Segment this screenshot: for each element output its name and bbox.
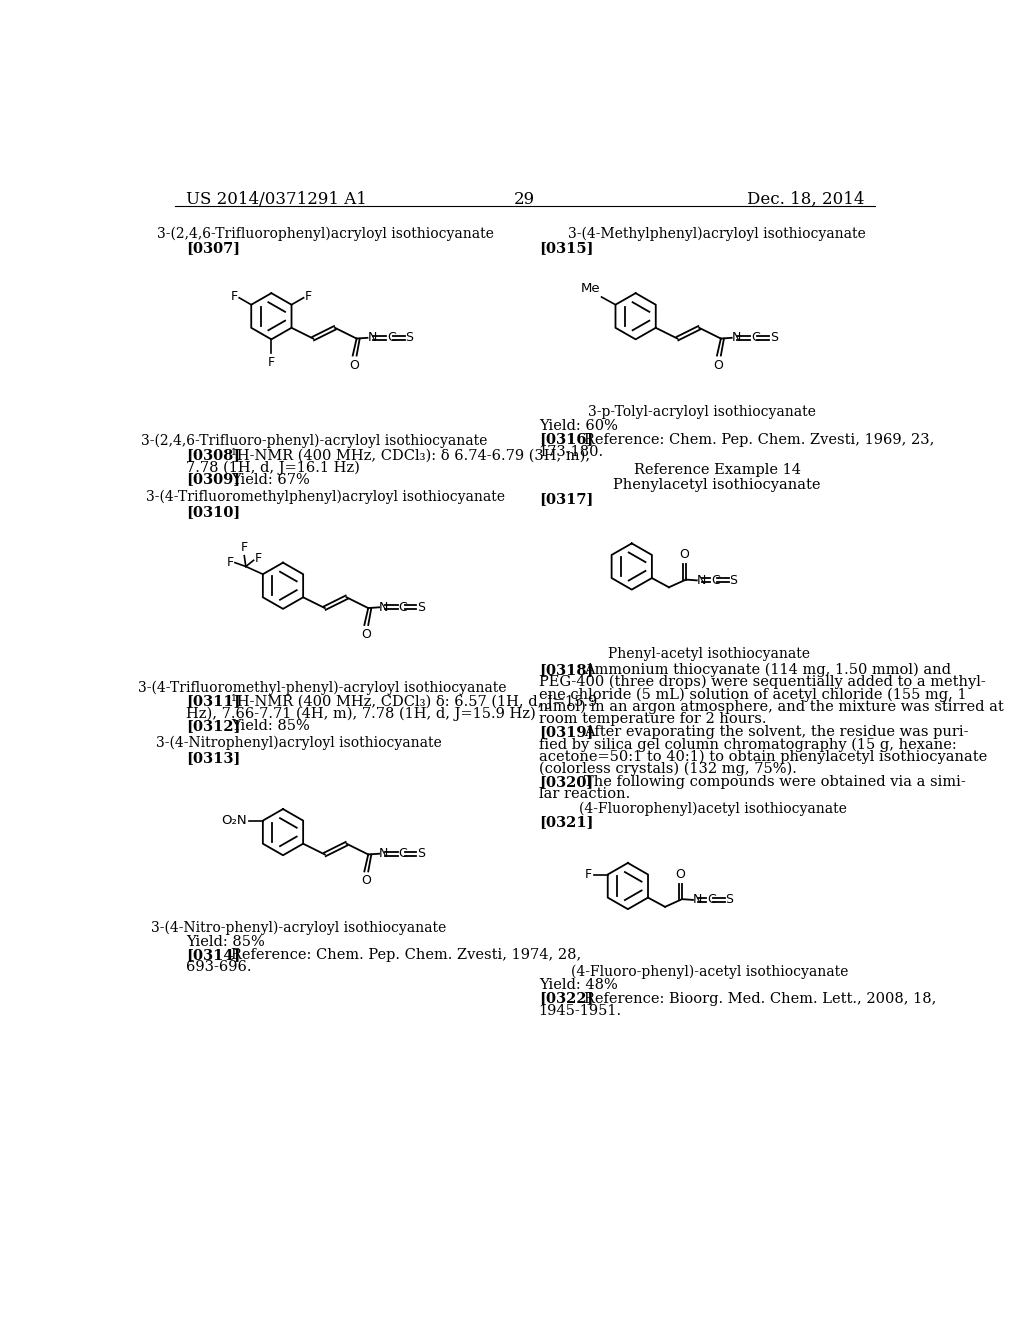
Text: O₂N: O₂N (222, 814, 248, 828)
Text: S: S (406, 331, 414, 345)
Text: [0312]: [0312] (186, 719, 241, 733)
Text: US 2014/0371291 A1: US 2014/0371291 A1 (186, 191, 367, 207)
Text: O: O (714, 359, 724, 372)
Text: 3-(4-Trifluoromethylphenyl)acryloyl isothiocyanate: 3-(4-Trifluoromethylphenyl)acryloyl isot… (146, 490, 505, 504)
Text: 693-696.: 693-696. (186, 960, 252, 974)
Text: 1945-1951.: 1945-1951. (539, 1003, 622, 1018)
Text: Yield: 67%: Yield: 67% (231, 473, 310, 487)
Text: O: O (361, 628, 371, 642)
Text: [0309]: [0309] (186, 473, 241, 487)
Text: C: C (387, 331, 395, 345)
Text: PEG-400 (three drops) were sequentially added to a methyl-: PEG-400 (three drops) were sequentially … (539, 675, 985, 689)
Text: Reference: Chem. Pep. Chem. Zvesti, 1969, 23,: Reference: Chem. Pep. Chem. Zvesti, 1969… (584, 433, 934, 446)
Text: Reference Example 14: Reference Example 14 (634, 462, 801, 477)
Text: 3-(2,4,6-Trifluorophenyl)acryloyl isothiocyanate: 3-(2,4,6-Trifluorophenyl)acryloyl isothi… (158, 226, 494, 240)
Text: fied by silica gel column chromatography (15 g, hexane:: fied by silica gel column chromatography… (539, 738, 956, 752)
Text: F: F (585, 869, 592, 880)
Text: Me: Me (581, 282, 600, 296)
Text: N: N (697, 574, 707, 587)
Text: S: S (726, 894, 733, 907)
Text: Hz), 7.66-7.71 (4H, m), 7.78 (1H, d, J=15.9 Hz): Hz), 7.66-7.71 (4H, m), 7.78 (1H, d, J=1… (186, 706, 536, 721)
Text: Reference: Chem. Pep. Chem. Zvesti, 1974, 28,: Reference: Chem. Pep. Chem. Zvesti, 1974… (231, 948, 582, 962)
Text: (4-Fluoro-phenyl)-acetyl isothiocyanate: (4-Fluoro-phenyl)-acetyl isothiocyanate (570, 965, 848, 979)
Text: The following compounds were obtained via a simi-: The following compounds were obtained vi… (584, 775, 966, 789)
Text: F: F (305, 289, 312, 302)
Text: ¹H-NMR (400 MHz, CDCl₃) δ: 6.57 (1H, d, J=15.9: ¹H-NMR (400 MHz, CDCl₃) δ: 6.57 (1H, d, … (231, 694, 597, 709)
Text: C: C (707, 894, 716, 907)
Text: [0321]: [0321] (539, 816, 593, 829)
Text: Yield: 48%: Yield: 48% (539, 978, 617, 993)
Text: C: C (751, 331, 760, 345)
Text: [0311]: [0311] (186, 694, 241, 709)
Text: S: S (417, 601, 425, 614)
Text: Reference: Bioorg. Med. Chem. Lett., 2008, 18,: Reference: Bioorg. Med. Chem. Lett., 200… (584, 991, 936, 1006)
Text: [0310]: [0310] (186, 506, 241, 519)
Text: [0308]: [0308] (186, 447, 241, 462)
Text: S: S (770, 331, 777, 345)
Text: N: N (693, 894, 702, 907)
Text: Phenylacetyl isothiocyanate: Phenylacetyl isothiocyanate (613, 478, 821, 492)
Text: [0317]: [0317] (539, 492, 593, 506)
Text: Yield: 85%: Yield: 85% (186, 935, 265, 949)
Text: O: O (349, 359, 359, 372)
Text: ene chloride (5 mL) solution of acetyl chloride (155 mg, 1: ene chloride (5 mL) solution of acetyl c… (539, 688, 967, 702)
Text: N: N (379, 847, 388, 861)
Text: F: F (230, 289, 238, 302)
Text: O: O (676, 867, 685, 880)
Text: Ammonium thiocyanate (114 mg, 1.50 mmol) and: Ammonium thiocyanate (114 mg, 1.50 mmol)… (584, 663, 950, 677)
Text: F: F (226, 556, 233, 569)
Text: [0322]: [0322] (539, 991, 593, 1006)
Text: 3-(2,4,6-Trifluoro-phenyl)-acryloyl isothiocyanate: 3-(2,4,6-Trifluoro-phenyl)-acryloyl isot… (141, 434, 487, 449)
Text: C: C (398, 601, 408, 614)
Text: mmol) in an argon atmosphere, and the mixture was stirred at: mmol) in an argon atmosphere, and the mi… (539, 700, 1004, 714)
Text: [0316]: [0316] (539, 433, 593, 446)
Text: After evaporating the solvent, the residue was puri-: After evaporating the solvent, the resid… (584, 725, 969, 739)
Text: F: F (268, 355, 274, 368)
Text: 3-(4-Nitro-phenyl)-acryloyl isothiocyanate: 3-(4-Nitro-phenyl)-acryloyl isothiocyana… (151, 921, 446, 935)
Text: 3-(4-Nitrophenyl)acryloyl isothiocyanate: 3-(4-Nitrophenyl)acryloyl isothiocyanate (156, 737, 441, 750)
Text: F: F (241, 541, 248, 554)
Text: [0313]: [0313] (186, 751, 241, 766)
Text: [0307]: [0307] (186, 242, 241, 256)
Text: lar reaction.: lar reaction. (539, 788, 630, 801)
Text: Yield: 60%: Yield: 60% (539, 418, 617, 433)
Text: Phenyl-acetyl isothiocyanate: Phenyl-acetyl isothiocyanate (608, 647, 810, 661)
Text: 173-180.: 173-180. (539, 445, 604, 459)
Text: C: C (711, 574, 720, 587)
Text: S: S (417, 847, 425, 861)
Text: O: O (361, 875, 371, 887)
Text: [0319]: [0319] (539, 725, 593, 739)
Text: C: C (398, 847, 408, 861)
Text: (4-Fluorophenyl)acetyl isothiocyanate: (4-Fluorophenyl)acetyl isothiocyanate (580, 801, 847, 816)
Text: acetone=50:1 to 40:1) to obtain phenylacetyl isothiocyanate: acetone=50:1 to 40:1) to obtain phenylac… (539, 750, 987, 764)
Text: Dec. 18, 2014: Dec. 18, 2014 (746, 191, 864, 207)
Text: room temperature for 2 hours.: room temperature for 2 hours. (539, 711, 766, 726)
Text: 3-p-Tolyl-acryloyl isothiocyanate: 3-p-Tolyl-acryloyl isothiocyanate (588, 405, 815, 418)
Text: [0314]: [0314] (186, 948, 241, 962)
Text: S: S (729, 574, 737, 587)
Text: (colorless crystals) (132 mg, 75%).: (colorless crystals) (132 mg, 75%). (539, 762, 797, 776)
Text: 3-(4-Methylphenyl)acryloyl isothiocyanate: 3-(4-Methylphenyl)acryloyl isothiocyanat… (568, 226, 866, 240)
Text: [0318]: [0318] (539, 663, 593, 677)
Text: 7.78 (1H, d, J=16.1 Hz): 7.78 (1H, d, J=16.1 Hz) (186, 461, 360, 475)
Text: N: N (379, 601, 388, 614)
Text: O: O (680, 548, 689, 561)
Text: ¹H-NMR (400 MHz, CDCl₃): δ 6.74-6.79 (3H, m),: ¹H-NMR (400 MHz, CDCl₃): δ 6.74-6.79 (3H… (231, 447, 590, 462)
Text: [0315]: [0315] (539, 242, 593, 256)
Text: 29: 29 (514, 191, 536, 207)
Text: N: N (732, 331, 741, 345)
Text: [0320]: [0320] (539, 775, 593, 789)
Text: F: F (255, 552, 262, 565)
Text: N: N (368, 331, 377, 345)
Text: Yield: 85%: Yield: 85% (231, 719, 310, 733)
Text: 3-(4-Trifluoromethyl-phenyl)-acryloyl isothiocyanate: 3-(4-Trifluoromethyl-phenyl)-acryloyl is… (137, 681, 506, 694)
